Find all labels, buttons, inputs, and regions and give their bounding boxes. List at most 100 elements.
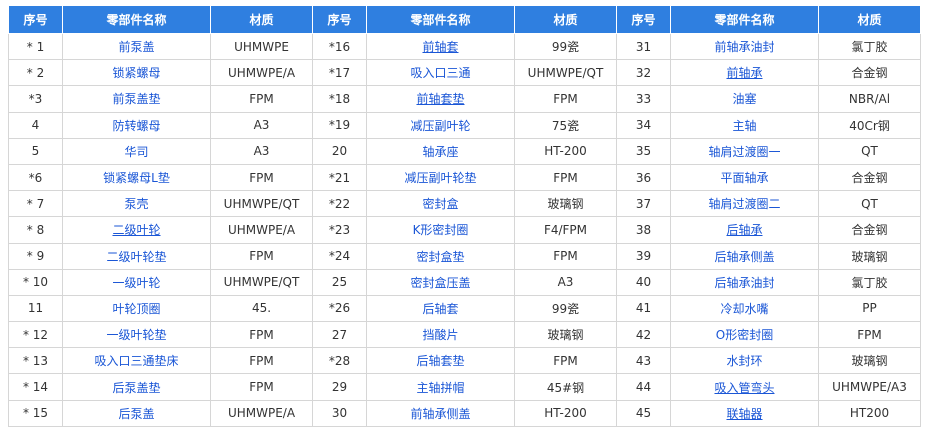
part-name-link[interactable]: 前轴套垫 xyxy=(366,85,515,113)
part-name-link[interactable]: O形密封圈 xyxy=(670,321,819,349)
material-cell: 氯丁胶 xyxy=(818,268,921,296)
material-cell: UHMWPE/QT xyxy=(210,190,313,218)
part-name-link[interactable]: 吸入口三通垫床 xyxy=(62,347,211,375)
part-name-link[interactable]: 主轴 xyxy=(670,111,819,139)
part-name-link[interactable]: 轴承座 xyxy=(366,137,515,165)
material-cell: HT-200 xyxy=(514,137,617,165)
table-body: * 1 前泵盖 UHMWPE *16 前轴套 99瓷 31 前轴承油封 氯丁胶 * 2 锁紧螺母 UH… xyxy=(8,32,921,427)
serial-cell: *22 xyxy=(312,190,367,218)
part-name-link[interactable]: 后泵盖 xyxy=(62,399,211,427)
material-cell: UHMWPE/A xyxy=(210,216,313,244)
header-cell: 序号 xyxy=(8,5,63,34)
part-name-link[interactable]: 前泵盖 xyxy=(62,32,211,61)
part-name-link[interactable]: 后轴套垫 xyxy=(366,347,515,375)
serial-cell: 20 xyxy=(312,137,367,165)
serial-cell: * 10 xyxy=(8,268,63,296)
part-name-link[interactable]: 后轴承侧盖 xyxy=(670,242,819,270)
table-row: * 1 前泵盖 UHMWPE *16 前轴套 99瓷 31 前轴承油封 氯丁胶 xyxy=(8,32,921,61)
table-row: * 9 二级叶轮垫 FPM *24 密封盒垫 FPM 39 后轴承侧盖 玻璃钢 xyxy=(8,242,921,270)
serial-cell: *21 xyxy=(312,163,367,192)
part-name-link[interactable]: 锁紧螺母L垫 xyxy=(62,163,211,192)
part-name-link[interactable]: 轴肩过渡圈一 xyxy=(670,137,819,165)
serial-cell: *18 xyxy=(312,85,367,113)
material-cell: PP xyxy=(818,294,921,323)
serial-cell: 43 xyxy=(616,347,671,375)
serial-cell: * 15 xyxy=(8,399,63,427)
part-name-link[interactable]: 一级叶轮 xyxy=(62,268,211,296)
table-row: * 15 后泵盖 UHMWPE/A 30 前轴承侧盖 HT-200 45 联轴器 HT200 xyxy=(8,399,921,427)
material-cell: 玻璃钢 xyxy=(818,347,921,375)
material-cell: UHMWPE/A xyxy=(210,59,313,87)
part-name-link[interactable]: 后泵盖垫 xyxy=(62,373,211,401)
part-name-link[interactable]: 油塞 xyxy=(670,85,819,113)
part-name-link[interactable]: 后轴承油封 xyxy=(670,268,819,296)
table-row: * 10 一级叶轮 UHMWPE/QT 25 密封盒压盖 A3 40 后轴承油封 氯丁胶 xyxy=(8,268,921,296)
part-name-link[interactable]: 后轴套 xyxy=(366,294,515,323)
part-name-link[interactable]: 前轴承侧盖 xyxy=(366,399,515,427)
material-cell: 氯丁胶 xyxy=(818,32,921,61)
part-name-link[interactable]: 冷却水嘴 xyxy=(670,294,819,323)
part-name-link[interactable]: 叶轮顶圈 xyxy=(62,294,211,323)
header-cell: 序号 xyxy=(312,5,367,34)
part-name-link[interactable]: 后轴承 xyxy=(670,216,819,244)
part-name-link[interactable]: 华司 xyxy=(62,137,211,165)
part-name-link[interactable]: 轴肩过渡圈二 xyxy=(670,190,819,218)
part-name-link[interactable]: 密封盒压盖 xyxy=(366,268,515,296)
table-row: 4 防转螺母 A3 *19 减压副叶轮 75瓷 34 主轴 40Cr钢 xyxy=(8,111,921,139)
part-name-link[interactable]: 密封盒 xyxy=(366,190,515,218)
part-name-link[interactable]: 减压副叶轮垫 xyxy=(366,163,515,192)
part-name-link[interactable]: 二级叶轮垫 xyxy=(62,242,211,270)
header-cell: 零部件名称 xyxy=(62,5,211,34)
part-name-link[interactable]: 泵壳 xyxy=(62,190,211,218)
table-row: 5 华司 A3 20 轴承座 HT-200 35 轴肩过渡圈一 QT xyxy=(8,137,921,165)
serial-cell: 5 xyxy=(8,137,63,165)
part-name-link[interactable]: 前轴套 xyxy=(366,32,515,61)
part-name-link[interactable]: 平面轴承 xyxy=(670,163,819,192)
serial-cell: *23 xyxy=(312,216,367,244)
part-name-link[interactable]: K形密封圈 xyxy=(366,216,515,244)
material-cell: 99瓷 xyxy=(514,32,617,61)
serial-cell: 25 xyxy=(312,268,367,296)
serial-cell: *16 xyxy=(312,32,367,61)
serial-cell: *24 xyxy=(312,242,367,270)
table-row: * 13 吸入口三通垫床 FPM *28 后轴套垫 FPM 43 水封环 玻璃钢 xyxy=(8,347,921,375)
serial-cell: 45 xyxy=(616,399,671,427)
table-row: * 7 泵壳 UHMWPE/QT *22 密封盒 玻璃钢 37 轴肩过渡圈二 QT xyxy=(8,190,921,218)
material-cell: UHMWPE/A xyxy=(210,399,313,427)
part-name-link[interactable]: 减压副叶轮 xyxy=(366,111,515,139)
header-cell: 零部件名称 xyxy=(366,5,515,34)
material-cell: QT xyxy=(818,190,921,218)
material-cell: FPM xyxy=(210,373,313,401)
material-cell: A3 xyxy=(210,111,313,139)
part-name-link[interactable]: 一级叶轮垫 xyxy=(62,321,211,349)
serial-cell: * 9 xyxy=(8,242,63,270)
material-cell: NBR/Al xyxy=(818,85,921,113)
header-cell: 材质 xyxy=(210,5,313,34)
material-cell: 玻璃钢 xyxy=(514,190,617,218)
part-name-link[interactable]: 前轴承油封 xyxy=(670,32,819,61)
material-cell: FPM xyxy=(210,85,313,113)
serial-cell: *6 xyxy=(8,163,63,192)
material-cell: FPM xyxy=(514,163,617,192)
material-cell: 45. xyxy=(210,294,313,323)
part-name-link[interactable]: 前泵盖垫 xyxy=(62,85,211,113)
part-name-link[interactable]: 锁紧螺母 xyxy=(62,59,211,87)
part-name-link[interactable]: 二级叶轮 xyxy=(62,216,211,244)
part-name-link[interactable]: 吸入口三通 xyxy=(366,59,515,87)
material-cell: FPM xyxy=(210,321,313,349)
table-row: *6 锁紧螺母L垫 FPM *21 减压副叶轮垫 FPM 36 平面轴承 合金钢 xyxy=(8,163,921,192)
table-row: * 8 二级叶轮 UHMWPE/A *23 K形密封圈 F4/FPM 38 后轴承 合金钢 xyxy=(8,216,921,244)
serial-cell: 33 xyxy=(616,85,671,113)
part-name-link[interactable]: 水封环 xyxy=(670,347,819,375)
part-name-link[interactable]: 挡酸片 xyxy=(366,321,515,349)
part-name-link[interactable]: 吸入管弯头 xyxy=(670,373,819,401)
part-name-link[interactable]: 密封盒垫 xyxy=(366,242,515,270)
part-name-link[interactable]: 主轴拼帽 xyxy=(366,373,515,401)
material-cell: FPM xyxy=(514,85,617,113)
part-name-link[interactable]: 防转螺母 xyxy=(62,111,211,139)
header-cell: 零部件名称 xyxy=(670,5,819,34)
part-name-link[interactable]: 联轴器 xyxy=(670,399,819,427)
part-name-link[interactable]: 前轴承 xyxy=(670,59,819,87)
serial-cell: 44 xyxy=(616,373,671,401)
serial-cell: 41 xyxy=(616,294,671,323)
